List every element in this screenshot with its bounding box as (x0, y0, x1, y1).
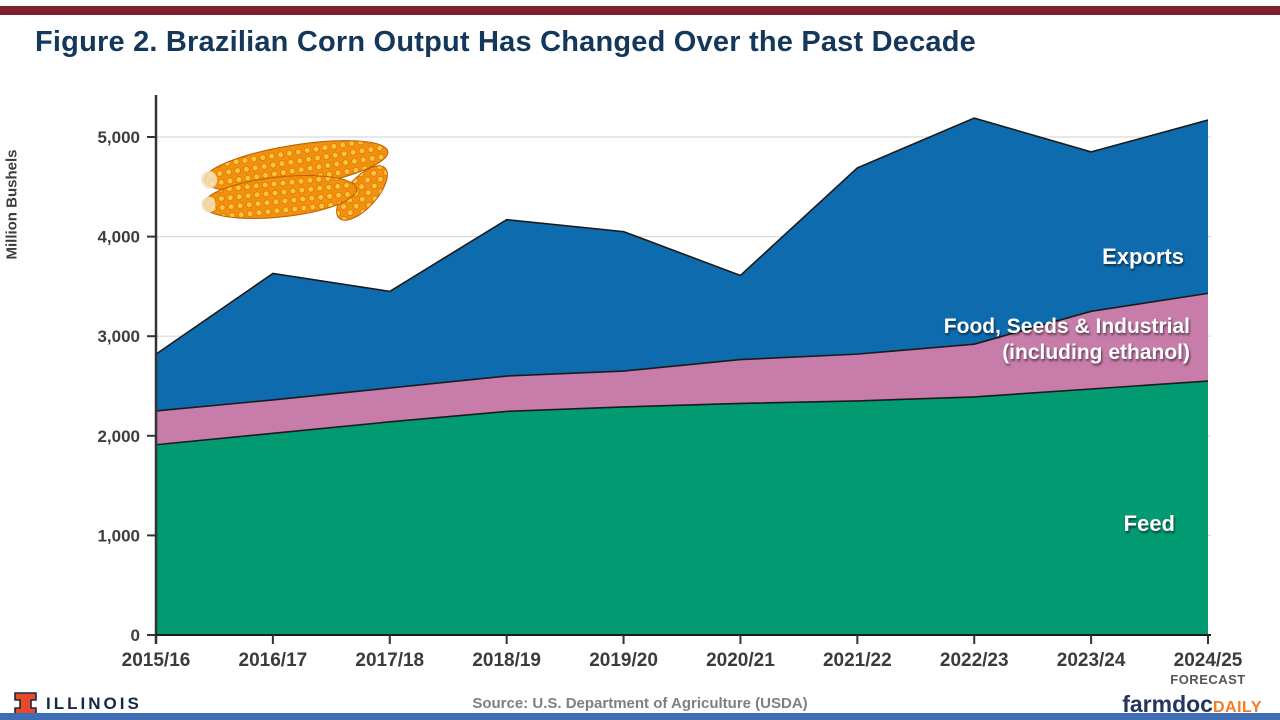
fsi-label-line1: Food, Seeds & Industrial (943, 315, 1190, 338)
x-tick-label: 2023/24 (1057, 650, 1126, 671)
illinois-logo: ILLINOIS (14, 692, 142, 716)
source-citation: Source: U.S. Department of Agriculture (… (472, 695, 808, 712)
footer: ILLINOIS Source: U.S. Department of Agri… (0, 690, 1280, 718)
x-tick-label: 2019/20 (589, 650, 658, 671)
fsi-label-line2: (including ethanol) (1002, 341, 1190, 365)
y-tick-label: 2,000 (97, 427, 140, 446)
band-boundary-0 (155, 380, 1209, 446)
feed-area (156, 381, 1208, 635)
fsi-area-label: Food, Seeds & Industrial (including etha… (944, 314, 1190, 367)
x-tick-label: 2018/19 (472, 650, 541, 671)
x-tick-label: 2022/23 (940, 650, 1009, 671)
corn-output-stacked-area-chart: 0 1,000 2,000 3,000 4,000 5,000 2015/16 2016/17… (3, 95, 1246, 687)
y-axis-title: Million Bushels (3, 149, 21, 260)
farmdoc-logo-text: farmdoc (1122, 691, 1213, 717)
illinois-wordmark: ILLINOIS (46, 694, 142, 713)
x-tick-label: 2020/21 (706, 650, 775, 671)
daily-logo-text: DAILY (1212, 699, 1262, 716)
forecast-note: FORECAST (1170, 672, 1246, 687)
feed-area-label: Feed (1123, 511, 1175, 536)
farmdoc-daily-logo: farmdoc DAILY (1122, 691, 1262, 718)
band-boundary-1 (155, 292, 1209, 412)
x-tick-label: 2016/17 (239, 650, 308, 671)
y-tick-label: 4,000 (97, 228, 140, 247)
y-tick-label: 0 (131, 626, 140, 645)
chart-plot-area: 0 1,000 2,000 3,000 4,000 5,000 2015/16 2016/17… (97, 95, 1243, 671)
y-tick-label: 3,000 (97, 327, 140, 346)
y-tick-label: 5,000 (97, 128, 140, 147)
top-accent-bar (0, 6, 1280, 15)
figure-title: Figure 2. Brazilian Corn Output Has Chan… (35, 26, 976, 58)
x-tick-label: 2021/22 (823, 650, 892, 671)
x-tick-label: 2017/18 (355, 650, 424, 671)
bottom-accent-bar (0, 713, 1280, 720)
band-boundary-2 (155, 117, 1209, 355)
x-tick-label: 2024/25 (1174, 650, 1243, 671)
fsi-area (156, 293, 1208, 445)
x-tick-label: 2015/16 (122, 650, 191, 671)
y-tick-label: 1,000 (97, 526, 140, 545)
exports-area-label: Exports (1102, 244, 1184, 269)
exports-area (156, 118, 1208, 411)
